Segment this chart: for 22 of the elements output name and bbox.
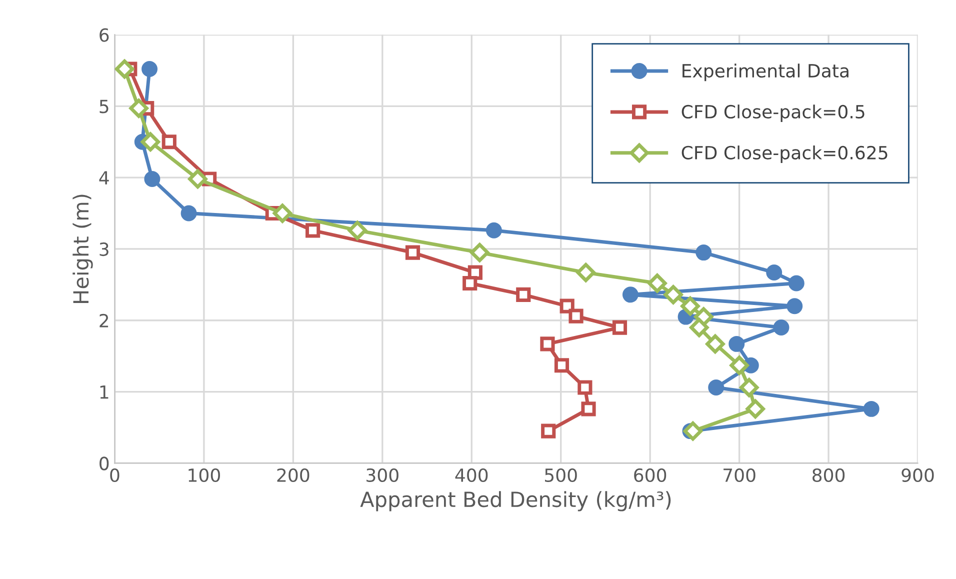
x-tick-label: 600 [634,468,666,482]
y-tick-label: 1 [100,385,108,399]
legend-label: CFD Close-pack=0.625 [682,146,888,163]
x-tick-label: 800 [812,468,845,482]
legend-label: CFD Close-pack=0.5 [682,104,864,122]
x-tick-label: 700 [724,468,756,482]
y-tick-label: 0 [100,456,109,470]
x-tick-label: 0 [110,468,120,482]
x-tick-label: 400 [455,468,488,482]
x-axis-title: Apparent Bed Density (kg/m³) [360,491,671,512]
y-tick-label: 5 [100,100,108,114]
y-tick-label: 4 [99,171,109,184]
y-tick-label: 6 [100,28,109,42]
x-tick-label: 100 [188,468,220,482]
y-tick-label: 2 [100,314,108,328]
x-tick-label: 200 [277,468,310,482]
x-tick-label: 300 [366,468,398,482]
x-tick-label: 500 [545,468,577,482]
y-tick-label: 3 [100,242,108,256]
legend-label: Experimental Data [682,64,848,82]
y-axis-title: Height (m) [72,194,93,303]
x-tick-label: 900 [902,468,934,482]
